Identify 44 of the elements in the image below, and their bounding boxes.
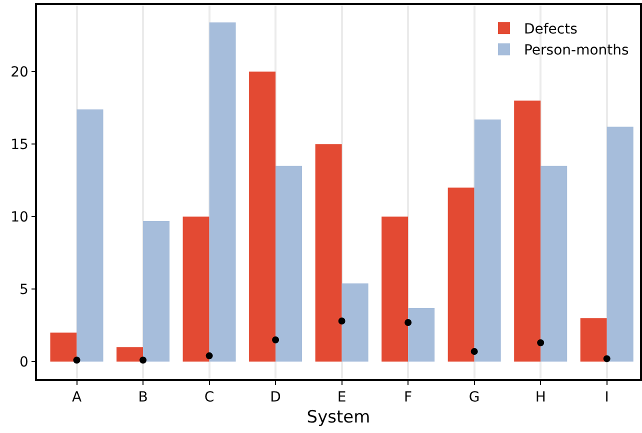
bar [276, 166, 302, 362]
bar [580, 318, 607, 362]
bar [182, 216, 210, 362]
bar [448, 188, 474, 362]
x-tick-label: C [204, 390, 214, 406]
y-tick-label: 10 [10, 210, 28, 226]
point [73, 356, 80, 364]
point [338, 318, 346, 325]
bar [382, 216, 408, 362]
bar [50, 332, 77, 362]
point [537, 339, 544, 346]
x-axis-title: System [306, 407, 370, 428]
bar [540, 166, 568, 362]
y-tick-label: 20 [10, 64, 28, 81]
x-tick-label: A [72, 390, 82, 406]
x-tick-label: D [270, 390, 281, 406]
x-tick-label: I [604, 390, 609, 406]
y-tick-label: 5 [20, 282, 28, 298]
legend-label: Defects [524, 22, 578, 38]
x-tick-label: G [468, 390, 480, 406]
bar [315, 144, 342, 362]
y-tick-label: 0 [20, 354, 28, 370]
bar [209, 22, 236, 362]
point [140, 356, 147, 364]
bar [76, 109, 104, 362]
bar [342, 283, 368, 362]
point [404, 318, 412, 326]
bar [474, 120, 501, 362]
point [470, 348, 478, 355]
y-tick-label: 15 [10, 137, 28, 154]
x-tick-label: B [138, 390, 148, 406]
bar [606, 126, 634, 362]
point [272, 336, 280, 344]
bar [408, 308, 435, 362]
bar [249, 72, 276, 362]
point [603, 355, 610, 362]
bar [143, 220, 170, 362]
legend-label: Person-months [524, 42, 629, 59]
bar [514, 100, 541, 362]
point [206, 352, 213, 360]
x-tick-label: E [337, 390, 346, 406]
bar [116, 347, 144, 362]
x-tick-label: F [404, 390, 412, 406]
x-tick-label: H [535, 390, 546, 406]
